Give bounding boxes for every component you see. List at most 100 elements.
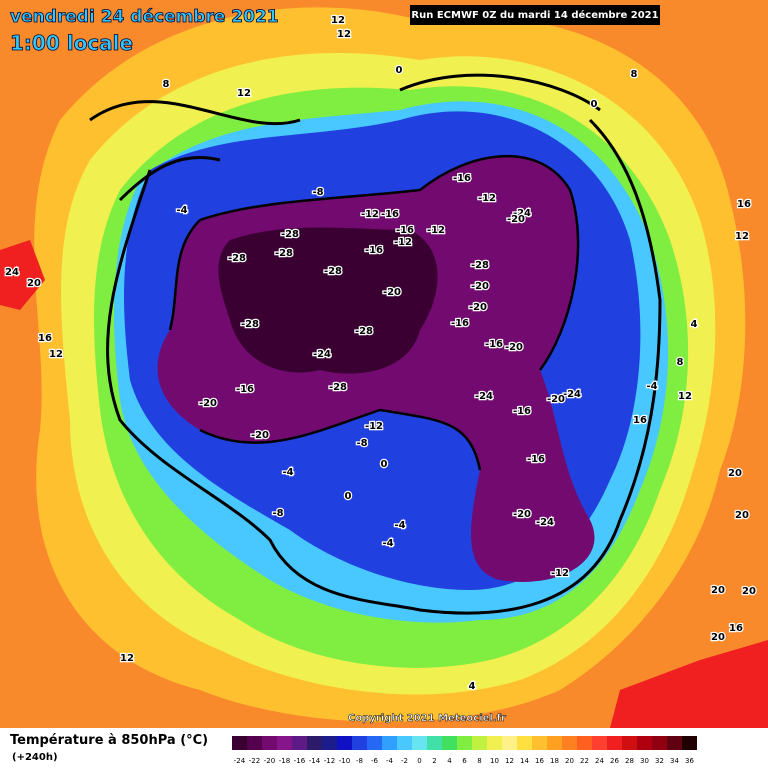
scale-swatch xyxy=(412,736,427,750)
contour-label: 8 xyxy=(631,69,638,80)
scale-label: -18 xyxy=(279,757,290,765)
scale-label: 10 xyxy=(490,757,499,765)
zero-isotherm xyxy=(89,73,662,615)
scale-label: 12 xyxy=(505,757,514,765)
contour-label: -20 xyxy=(383,287,401,298)
scale-swatch xyxy=(397,736,412,750)
scale-label: 28 xyxy=(625,757,634,765)
scale-label: 8 xyxy=(477,757,481,765)
contour-label: 0 xyxy=(591,99,598,110)
contour-label: 12 xyxy=(237,88,251,99)
contour-label: -8 xyxy=(272,508,283,519)
scale-swatch xyxy=(502,736,517,750)
date-title: vendredi 24 décembre 2021 xyxy=(10,7,279,27)
contour-label: -16 xyxy=(381,209,399,220)
scale-label: 0 xyxy=(417,757,421,765)
contour-label: 20 xyxy=(711,632,725,643)
scale-swatch xyxy=(472,736,487,750)
scale-swatch xyxy=(457,736,472,750)
scale-label: -24 xyxy=(234,757,246,765)
contour-label: 12 xyxy=(735,231,749,242)
contour-label: 0 xyxy=(396,65,403,76)
scale-swatch xyxy=(427,736,442,750)
contour-label: -24 xyxy=(513,208,531,219)
contour-label: -24 xyxy=(475,391,493,402)
scale-label: 34 xyxy=(670,757,679,765)
time-title: 1:00 locale xyxy=(10,31,133,55)
contour-label: -12 xyxy=(394,237,412,248)
scale-swatch xyxy=(292,736,307,750)
contour-label: -28 xyxy=(471,260,489,271)
contour-label: -16 xyxy=(236,384,254,395)
contour-label: -24 xyxy=(563,389,581,400)
scale-label: -16 xyxy=(294,757,306,765)
contour-label: 0 xyxy=(381,459,388,470)
copyright: Copyright 2021 Meteociel.fr xyxy=(348,713,506,724)
contour-label: -20 xyxy=(547,394,565,405)
scale-swatch xyxy=(232,736,247,750)
contour-label: -16 xyxy=(451,318,469,329)
scale-label: 30 xyxy=(640,757,649,765)
contour-label: 20 xyxy=(742,586,756,597)
contour-label: -20 xyxy=(251,430,269,441)
contour-label: 4 xyxy=(469,681,476,692)
contour-label: -20 xyxy=(471,281,489,292)
scale-swatch xyxy=(592,736,607,750)
scale-label: 18 xyxy=(550,757,559,765)
contour-label: -20 xyxy=(199,398,217,409)
scale-swatch xyxy=(637,736,652,750)
contour-label: -16 xyxy=(485,339,503,350)
contour-label: 4 xyxy=(691,319,698,330)
contour-label: 16 xyxy=(729,623,743,634)
scale-label: 4 xyxy=(447,757,452,765)
contour-label: 12 xyxy=(678,391,692,402)
scale-swatch xyxy=(682,736,697,750)
contour-label: 12 xyxy=(49,349,63,360)
scale-label: 20 xyxy=(565,757,574,765)
contour-label: -28 xyxy=(241,319,259,330)
scale-swatch xyxy=(262,736,277,750)
contour-label: -12 xyxy=(361,209,379,220)
legend-lead: (+240h) xyxy=(12,752,58,763)
dark-purple-zone xyxy=(218,227,438,374)
scale-label: -6 xyxy=(371,757,379,765)
scale-swatch xyxy=(337,736,352,750)
scale-label: 22 xyxy=(580,757,589,765)
scale-swatch xyxy=(442,736,457,750)
scale-label: -8 xyxy=(356,757,363,765)
scale-swatch xyxy=(367,736,382,750)
contour-label: -28 xyxy=(329,382,347,393)
contour-label: 16 xyxy=(633,415,647,426)
scale-label: -14 xyxy=(309,757,321,765)
scale-swatch xyxy=(667,736,682,750)
scale-swatch xyxy=(547,736,562,750)
scale-swatch xyxy=(307,736,322,750)
isotherm xyxy=(168,155,580,471)
scale-label: -4 xyxy=(386,757,394,765)
scale-swatch xyxy=(322,736,337,750)
scale-swatch xyxy=(247,736,262,750)
contour-label: 12 xyxy=(331,15,345,26)
contour-label: -4 xyxy=(646,381,657,392)
contour-label: -12 xyxy=(551,568,569,579)
scale-label: 14 xyxy=(520,757,529,765)
contour-label: -20 xyxy=(469,302,487,313)
scale-swatch xyxy=(607,736,622,750)
contour-label: -8 xyxy=(356,438,367,449)
scale-label: 36 xyxy=(685,757,694,765)
contour-label: -16 xyxy=(513,406,531,417)
contour-label: -16 xyxy=(453,173,471,184)
contour-label: -4 xyxy=(282,467,293,478)
contour-label: 16 xyxy=(737,199,751,210)
contour-label: -28 xyxy=(228,253,246,264)
contour-label: 0 xyxy=(345,491,352,502)
contour-label: 20 xyxy=(27,278,41,289)
scale-swatch xyxy=(577,736,592,750)
scale-swatch xyxy=(622,736,637,750)
scale-swatch xyxy=(517,736,532,750)
contour-label: 20 xyxy=(728,468,742,479)
contour-label: -20 xyxy=(507,214,525,225)
scale-label: 26 xyxy=(610,757,619,765)
contour-label: -4 xyxy=(394,520,405,531)
